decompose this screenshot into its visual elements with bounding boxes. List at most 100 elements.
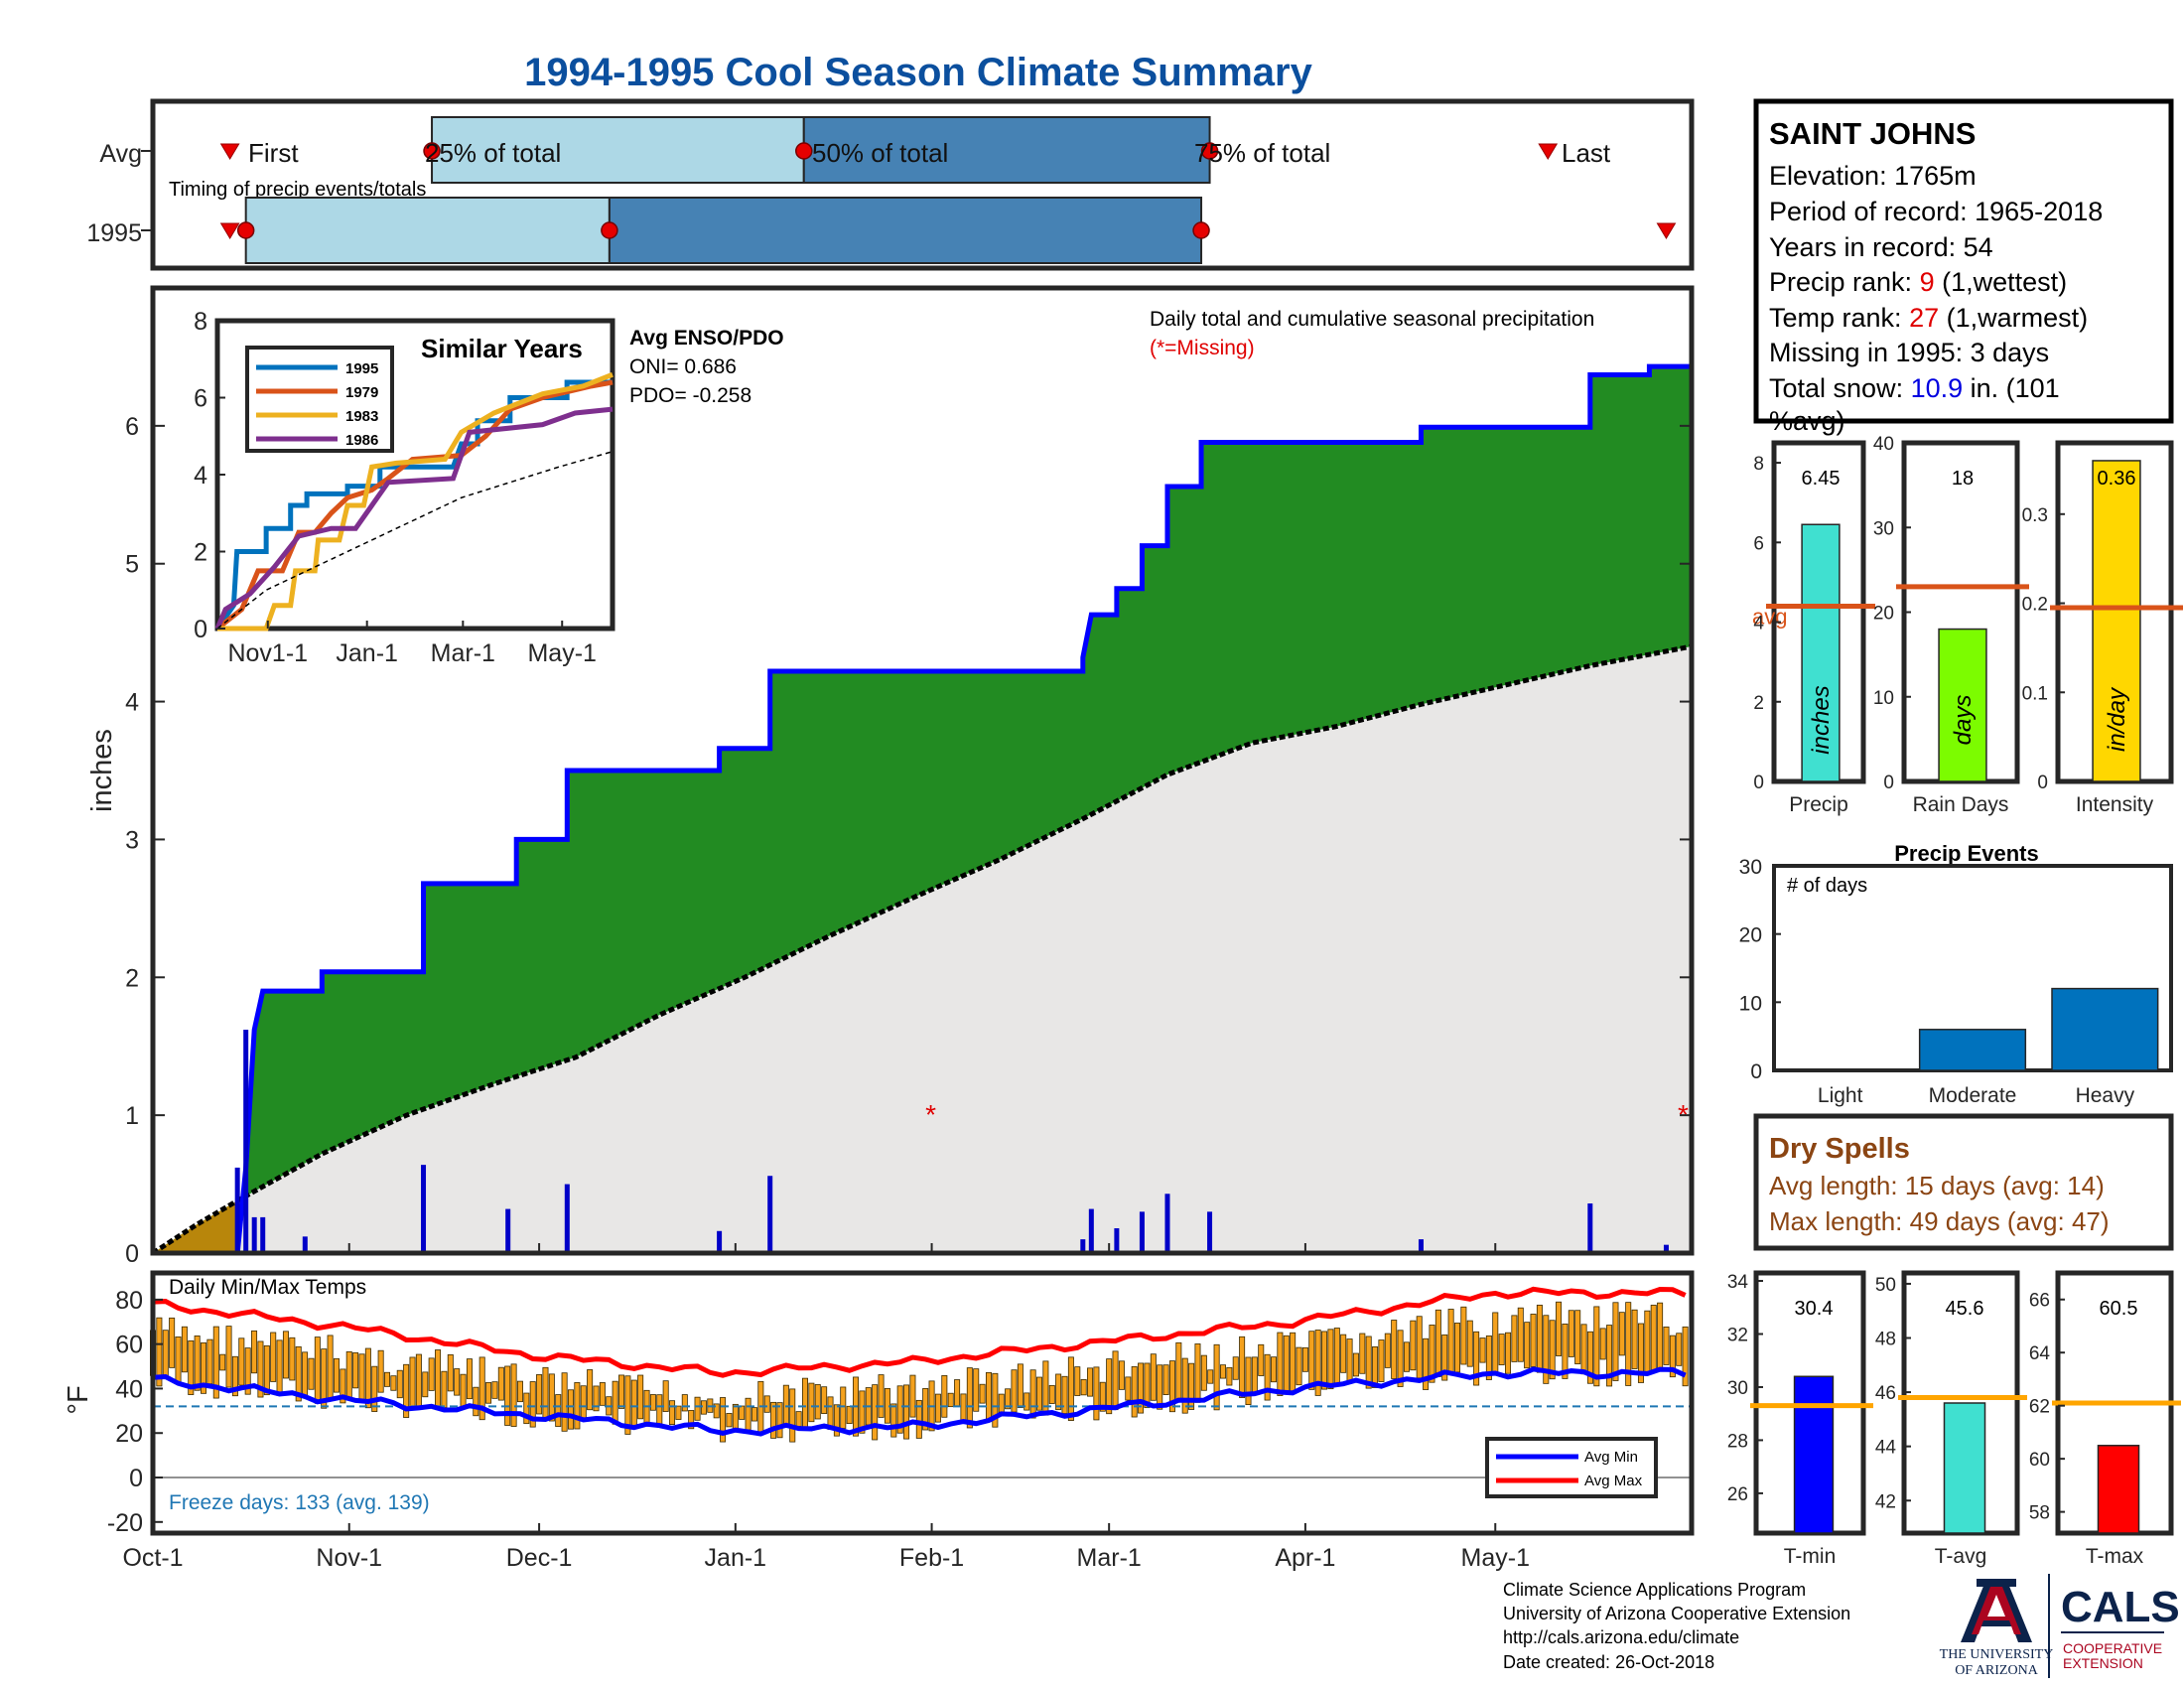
daily-temp-bar	[745, 1397, 751, 1431]
daily-temp-bar	[903, 1384, 910, 1440]
temps-x-ticks: Oct-1 Nov-1 Dec-1 Jan-1 Feb-1 Mar-1 Apr-1 May-1	[122, 1243, 1530, 1572]
daily-temp-bar	[473, 1386, 479, 1417]
daily-temp-bar	[1112, 1350, 1119, 1411]
daily-temp-bar	[1308, 1331, 1315, 1390]
dry-spells-max: Max length: 49 days (avg: 47)	[1769, 1206, 2110, 1236]
timing-row-1995-label: 1995	[86, 219, 142, 247]
daily-temp-bar	[1048, 1384, 1055, 1404]
panel-unit-label: days	[1950, 695, 1977, 746]
daily-temp-bar	[1403, 1341, 1410, 1372]
daily-temp-bar	[390, 1375, 397, 1391]
dry-spells-avg: Avg length: 15 days (avg: 14)	[1769, 1171, 2105, 1200]
daily-temp-bar	[1251, 1356, 1258, 1395]
daily-temp-bar	[1150, 1353, 1157, 1401]
daily-temp-bar	[713, 1403, 720, 1419]
daily-temp-bar	[1511, 1315, 1518, 1362]
daily-temp-bar	[770, 1401, 777, 1439]
inset-y-tick-label: 2	[194, 539, 207, 567]
events-category-label: Heavy	[2076, 1084, 2135, 1107]
daily-temp-bar	[1352, 1352, 1359, 1377]
daily-temp-bar	[1036, 1376, 1043, 1411]
timing-avg-50-marker	[795, 142, 813, 160]
timing-y1995-25-marker	[236, 221, 255, 239]
daily-temp-bar	[244, 1347, 251, 1395]
daily-precip-bar	[251, 1216, 257, 1253]
daily-temp-bar	[1657, 1302, 1664, 1369]
timing-row-avg-label: Avg	[99, 140, 142, 168]
daily-temps-chart: -20 0 20 40 60 80 Daily Min/Max Temps Freeze …	[63, 1243, 1695, 1572]
daily-temp-bar	[922, 1388, 929, 1431]
temps-legend-label: Avg Max	[1584, 1473, 1643, 1489]
daily-temp-bar	[662, 1380, 669, 1412]
daily-temp-bar	[656, 1394, 663, 1427]
temp-panel-category-label: T-avg	[1935, 1545, 1987, 1568]
daily-temp-bar	[649, 1394, 656, 1411]
daily-temp-bar	[1568, 1310, 1574, 1357]
temp-panel-y-tick-label: 32	[1727, 1325, 1748, 1345]
station-missing: Missing in 1995: 3 days	[1769, 338, 2049, 367]
daily-temp-bar	[460, 1373, 467, 1409]
daily-precip-bar	[1139, 1211, 1145, 1253]
daily-temp-bar	[485, 1381, 492, 1404]
events-bar-moderate	[1918, 1029, 2027, 1071]
timing-y1995-q2-q3-bar	[608, 197, 1203, 264]
daily-temp-bar	[1333, 1328, 1340, 1386]
station-name: SAINT JOHNS	[1769, 116, 1976, 151]
precip-events-chart: Precip Events # of days Light Moderate Hea…	[1739, 841, 2173, 1107]
daily-precip-bar	[243, 1030, 249, 1253]
inset-legend-label: 1983	[345, 408, 378, 425]
daily-temp-bar	[1207, 1369, 1214, 1384]
panel-value-label: 18	[1952, 468, 1974, 490]
daily-temp-bar	[194, 1335, 201, 1391]
daily-temp-bar	[1562, 1324, 1569, 1379]
inset-x-tick-label: Jan-1	[336, 639, 398, 667]
daily-temp-bar	[1429, 1325, 1435, 1383]
panel-category-label: Precip	[1789, 793, 1848, 816]
daily-precip-bar	[1164, 1194, 1170, 1253]
temps-y-tick-label: 60	[115, 1332, 143, 1359]
inset-lines	[214, 371, 614, 632]
daily-temp-bar	[763, 1395, 770, 1413]
dry-spells-box: Dry Spells Avg length: 15 days (avg: 14)…	[1753, 1113, 2174, 1251]
daily-temp-bar	[859, 1390, 866, 1434]
daily-temp-bar	[352, 1351, 359, 1389]
daily-temp-bar	[1505, 1332, 1512, 1374]
daily-temp-bar	[1005, 1388, 1012, 1410]
daily-precip-bar	[1088, 1208, 1094, 1253]
daily-temp-bar	[561, 1372, 568, 1432]
daily-temp-bar	[1460, 1306, 1467, 1365]
daily-temp-bar	[846, 1405, 853, 1425]
daily-temp-bar	[415, 1353, 422, 1408]
inset-axes: 0 2 4 6 8 Nov1-1 Jan-1 Mar-1 May-1	[194, 308, 597, 667]
temps-title: Daily Min/Max Temps	[169, 1276, 366, 1299]
daily-temp-bar	[694, 1396, 701, 1421]
daily-temp-bar	[1296, 1346, 1302, 1386]
timing-caption: Timing of precip events/totals	[169, 179, 426, 201]
daily-temp-bar	[238, 1337, 245, 1386]
inset-y-tick-label: 8	[194, 308, 207, 336]
daily-temp-bar	[321, 1348, 328, 1409]
daily-temp-bar	[1118, 1360, 1125, 1390]
timing-y1995-75-marker	[1192, 221, 1210, 239]
daily-temp-bar	[276, 1339, 283, 1396]
daily-temp-bar	[1612, 1302, 1619, 1381]
daily-temp-bar	[630, 1379, 637, 1428]
temp-panel-bar-t-avg	[1943, 1402, 1986, 1534]
coop-line2: EXTENSION	[2063, 1655, 2143, 1671]
temp-panel-category-label: T-min	[1784, 1545, 1837, 1568]
daily-temp-bar	[1327, 1329, 1334, 1390]
daily-temp-bar	[720, 1397, 727, 1443]
temp-panel-y-tick-label: 48	[1875, 1330, 1896, 1350]
daily-temp-bar	[1485, 1335, 1492, 1380]
daily-temp-bar	[1194, 1343, 1201, 1403]
daily-temp-bar	[1625, 1302, 1632, 1386]
daily-temp-bar	[384, 1371, 391, 1387]
daily-temp-bar	[973, 1368, 980, 1412]
daily-temp-bar	[302, 1351, 309, 1397]
panel-y-tick-label: 40	[1873, 434, 1894, 455]
daily-temp-bar	[1277, 1332, 1284, 1396]
daily-precip-bar	[717, 1230, 723, 1253]
daily-temp-bar	[681, 1394, 688, 1412]
